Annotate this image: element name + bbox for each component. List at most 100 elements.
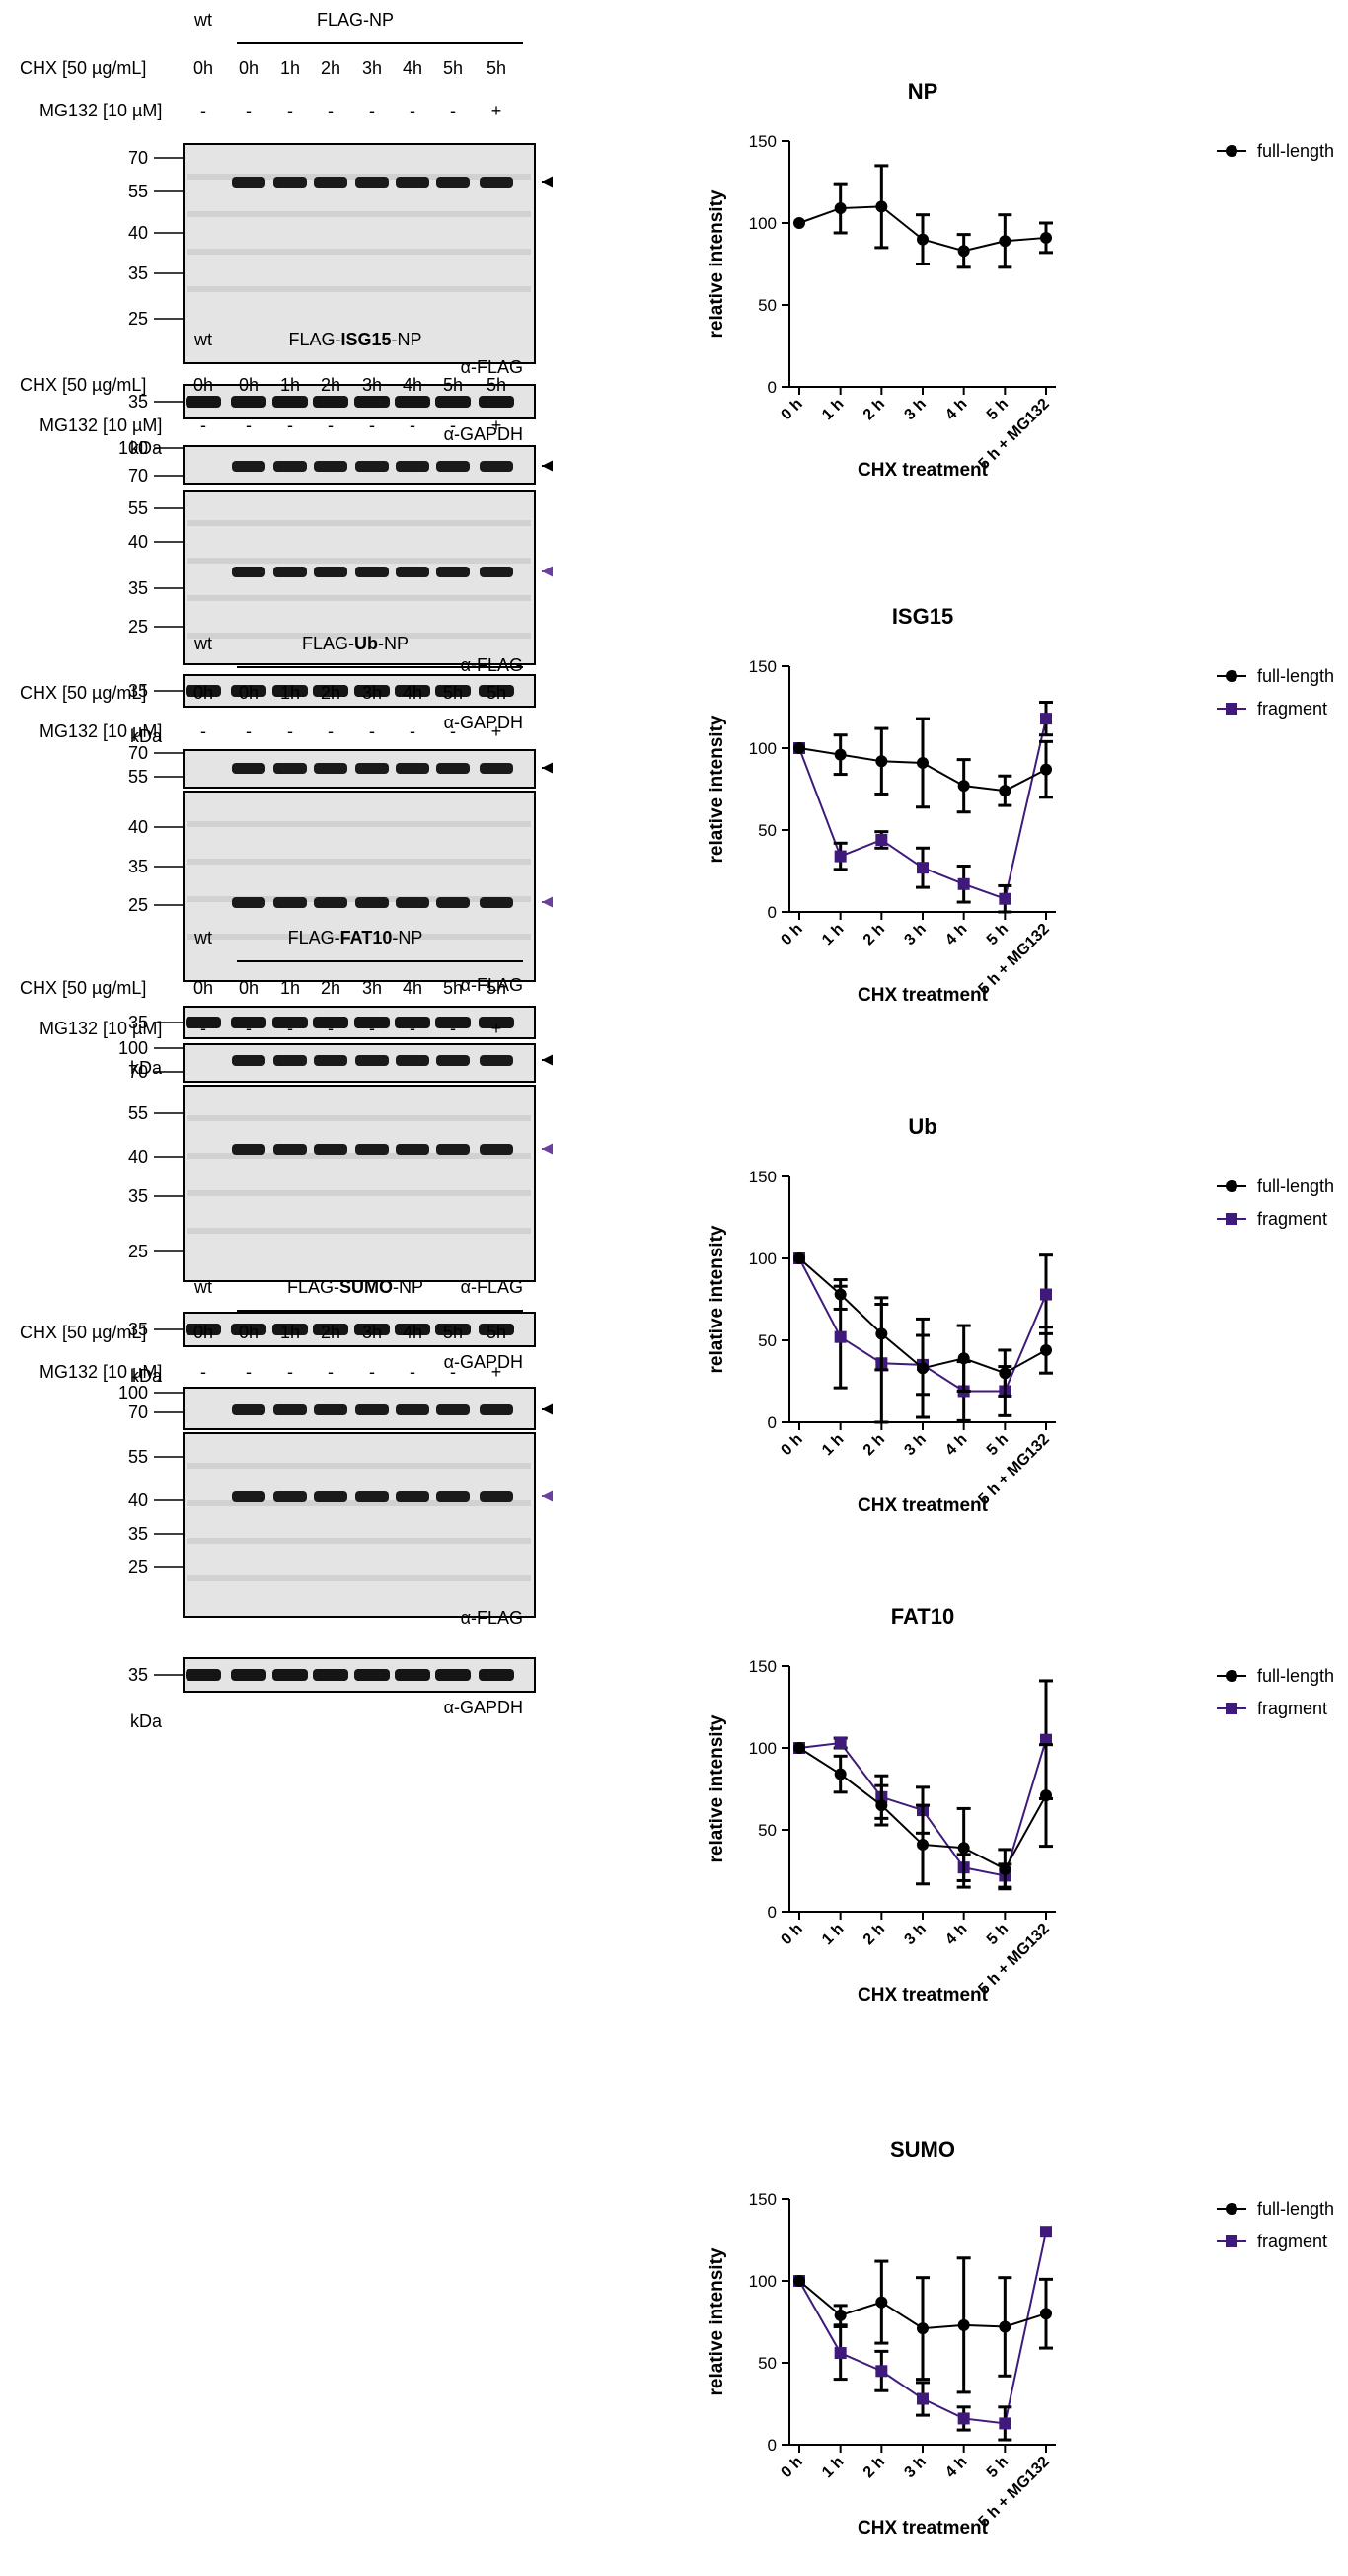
wt-label: wt [193, 928, 212, 947]
x-tick-label: 5 h [984, 1921, 1011, 1948]
y-tick-label: 100 [749, 1250, 777, 1268]
lane-label: 2h [321, 978, 340, 998]
mw-marker: 70 [128, 743, 148, 763]
header-suffix: -NP [392, 928, 422, 947]
mg132-value: - [450, 1019, 456, 1038]
data-point [1040, 713, 1052, 725]
kda-label: kDa [130, 1058, 163, 1078]
band [232, 461, 265, 472]
mw-marker: 25 [128, 1242, 148, 1261]
blot-membrane-gapdh [183, 1657, 536, 1693]
mg132-value: - [246, 1362, 252, 1382]
y-tick-label: 150 [749, 1168, 777, 1186]
wt-label: wt [193, 1277, 212, 1297]
band [480, 897, 513, 908]
band [232, 763, 265, 774]
lane-label: 3h [362, 978, 382, 998]
legend-marker [1226, 670, 1237, 682]
band [232, 1404, 265, 1415]
band [395, 685, 430, 697]
lane-label: 0h [239, 683, 259, 703]
anti-flag-label: α-FLAG [461, 1608, 523, 1628]
mg132-value: - [369, 1362, 375, 1382]
legend-label: fragment [1257, 699, 1327, 719]
band [314, 763, 347, 774]
band [436, 763, 470, 774]
header-suffix: NP [369, 10, 394, 30]
band [436, 461, 470, 472]
y-axis-label: relative intensity [707, 1714, 727, 1862]
data-point [875, 1799, 888, 1812]
band [313, 1669, 348, 1681]
band [480, 1055, 513, 1066]
data-point [793, 2275, 805, 2287]
legend-label: full-length [1257, 1176, 1334, 1196]
lane-label: 0h [193, 58, 213, 78]
legend-entry: full-length [1217, 1176, 1334, 1196]
band [396, 461, 429, 472]
blot-membrane-main [183, 1085, 536, 1282]
legend-entry: full-length [1217, 666, 1334, 686]
band [273, 567, 307, 577]
data-point [999, 2320, 1011, 2333]
band [231, 1324, 266, 1335]
legend-marker [1226, 1180, 1237, 1192]
data-point [999, 2417, 1011, 2430]
mw-marker: 55 [128, 1103, 148, 1123]
mg132-value: - [246, 721, 252, 741]
lane-label: 3h [362, 683, 382, 703]
fragment-arrow [542, 896, 582, 908]
legend-marker [1226, 1703, 1237, 1714]
mg132-value: + [491, 101, 502, 120]
blot-membrane-top [183, 1387, 536, 1430]
data-point [917, 862, 929, 874]
lane-label: 2h [321, 683, 340, 703]
mg132-label: MG132 [10 µM] [39, 1362, 162, 1382]
kda-label: kDa [130, 438, 163, 458]
x-tick-label: 4 h [942, 2454, 970, 2481]
band [480, 1491, 513, 1502]
band [355, 1144, 389, 1155]
data-point [999, 1367, 1011, 1380]
band [436, 897, 470, 908]
chx-label: CHX [50 µg/mL] [20, 58, 146, 78]
mg132-value: - [450, 416, 456, 435]
band [273, 461, 307, 472]
lane-label: 1h [280, 58, 300, 78]
blot-membrane-top [183, 749, 536, 789]
band [355, 1491, 389, 1502]
band [314, 1144, 347, 1155]
mw-marker: 100 [118, 1038, 148, 1058]
anti-flag-label: α-FLAG [461, 655, 523, 675]
mw-marker: 55 [128, 767, 148, 787]
anti-gapdh-label: α-GAPDH [444, 424, 523, 444]
data-point [1040, 2226, 1052, 2238]
legend-label: full-length [1257, 141, 1334, 161]
mg132-value: - [287, 101, 293, 120]
band [355, 1404, 389, 1415]
blot-membrane-top [183, 445, 536, 485]
band [354, 1017, 390, 1028]
blot-header: FLAG-ISG15-NP [288, 330, 421, 349]
y-tick-label: 150 [749, 657, 777, 676]
band [354, 396, 390, 408]
y-tick-label: 0 [768, 1413, 777, 1432]
data-point [999, 892, 1011, 905]
mg132-value: - [450, 721, 456, 741]
band [354, 1324, 390, 1335]
band [314, 567, 347, 577]
data-point [999, 785, 1011, 797]
mg132-value: - [410, 1019, 415, 1038]
x-tick-label: 5 h [984, 1431, 1011, 1459]
x-tick-label: 4 h [942, 396, 970, 423]
data-point [917, 2322, 929, 2335]
data-point [999, 1862, 1011, 1875]
data-point [1040, 1288, 1052, 1301]
x-tick-label: 0 h [778, 2454, 805, 2481]
lane-label: 0h [239, 978, 259, 998]
full-length-arrow [542, 1054, 582, 1066]
lane-label: 0h [239, 58, 259, 78]
band [395, 396, 430, 408]
mw-marker: 25 [128, 895, 148, 915]
